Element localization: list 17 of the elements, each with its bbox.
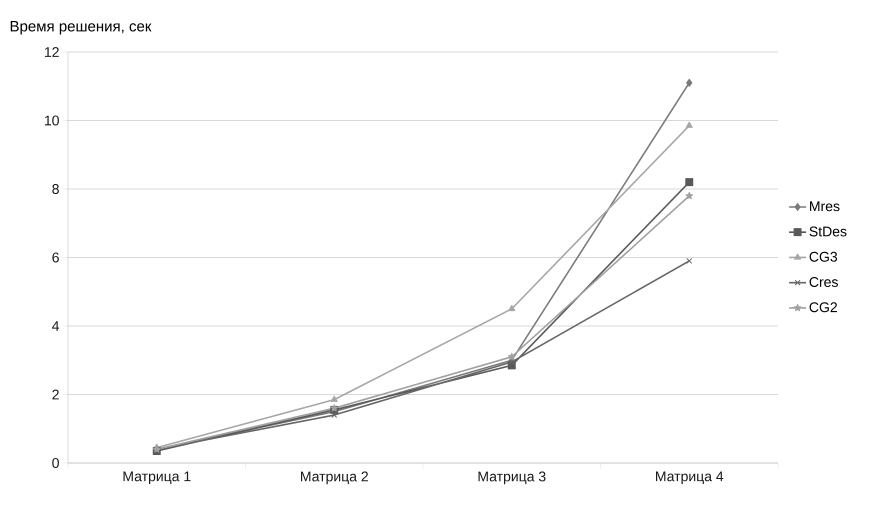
y-tick-label: 4 [52,321,60,331]
x-tick-label: Матрица 1 [124,472,190,484]
legend-label: CG3 [810,252,838,262]
y-tick-label: 6 [52,252,59,262]
legend-label: CG2 [810,302,837,312]
y-tick-label: 10 [44,116,59,126]
y-tick-label: 12 [44,47,59,57]
legend-label: Cres [810,277,838,287]
legend-label: Mres [810,201,840,212]
legend-label: StDes [810,226,847,236]
x-tick-label: Матрица 4 [656,472,724,484]
y-tick-label: 2 [52,390,59,400]
y-axis-title: Время решения, сек [10,21,152,34]
x-tick-label: Матрица 3 [478,472,546,484]
y-tick-label: 8 [52,184,59,194]
y-tick-label: 0 [52,458,59,468]
x-tick-label: Матрица 2 [301,472,368,484]
